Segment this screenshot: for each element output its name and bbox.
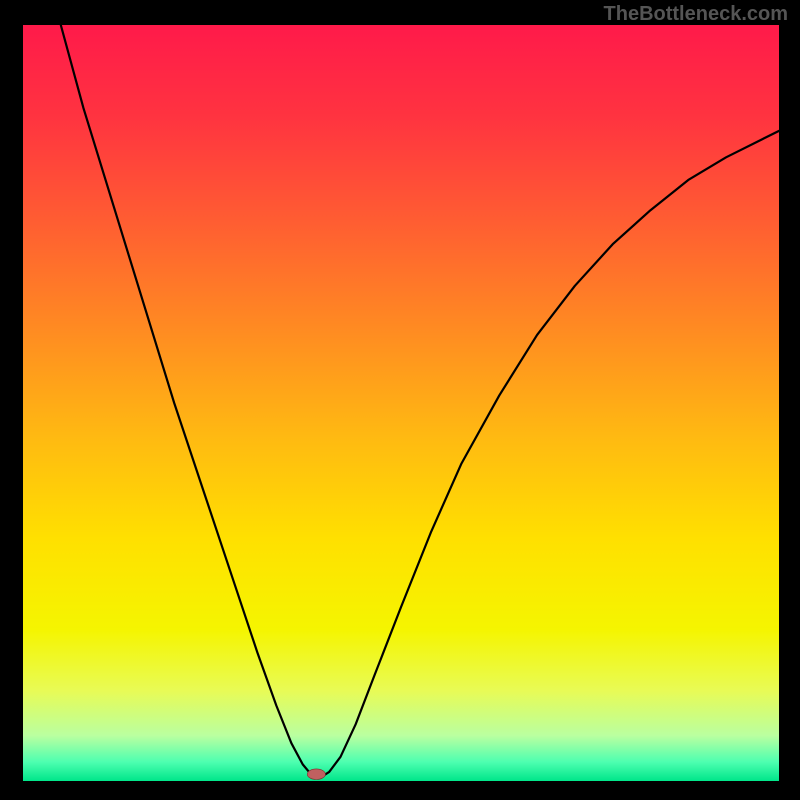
- chart-container: TheBottleneck.com: [0, 0, 800, 800]
- plot-area: [23, 25, 779, 781]
- bottleneck-chart: [23, 25, 779, 781]
- gradient-background: [23, 25, 779, 781]
- watermark-text: TheBottleneck.com: [604, 3, 788, 26]
- optimal-point-marker: [307, 769, 325, 780]
